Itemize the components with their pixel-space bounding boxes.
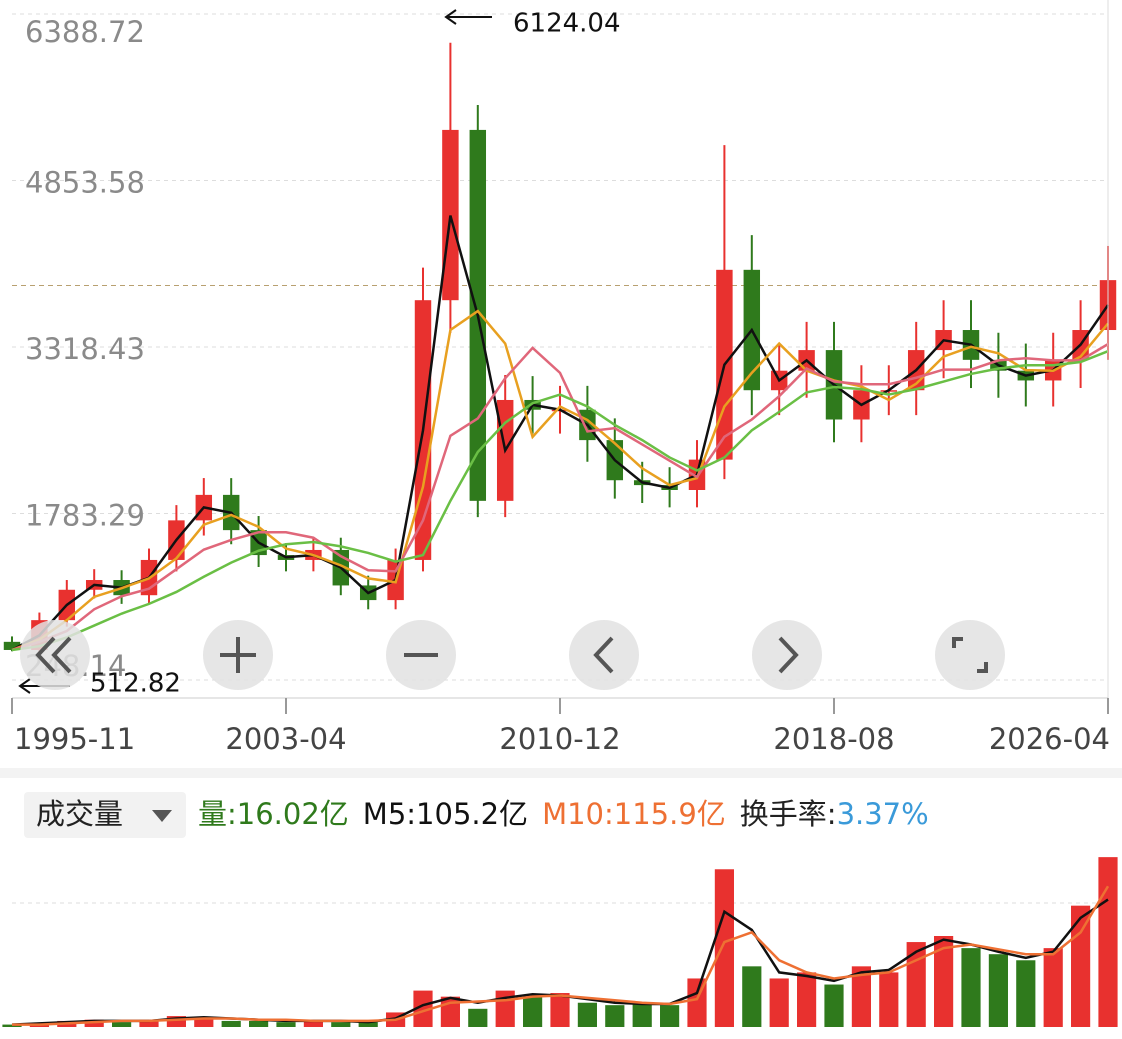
volume-bar (1098, 857, 1118, 1027)
x-tick-label: 2026-04 (989, 722, 1110, 756)
volume-bar (468, 1008, 488, 1027)
volume-bar (797, 972, 817, 1027)
volume-bar (112, 1022, 132, 1027)
candle-body (442, 129, 459, 301)
volume-bar (660, 1005, 680, 1027)
controls (20, 620, 1005, 690)
volume-bar (988, 954, 1008, 1027)
y-tick-label: 1783.29 (25, 498, 145, 532)
selector-label[interactable]: 成交量 (36, 797, 123, 831)
min-label: 512.82 (90, 669, 181, 699)
prev-button[interactable] (569, 620, 639, 690)
legend-entry: 3.37% (837, 797, 929, 831)
x-tick-label: 1995-11 (14, 722, 135, 756)
volume-bar (961, 948, 981, 1027)
volume-bar (742, 966, 762, 1027)
volume-bar (879, 972, 899, 1027)
volume-bar (1016, 960, 1036, 1027)
next-button[interactable] (752, 620, 822, 690)
volume-panel (2, 857, 1118, 1027)
y-tick-label: 4853.58 (25, 165, 145, 199)
volume-bar (166, 1016, 186, 1027)
volume-legend: 量:16.02亿 M5:105.2亿 M10:115.9亿 换手率:3.37% (198, 797, 929, 831)
x-tick-label: 2010-12 (499, 722, 620, 756)
volume-bar (139, 1019, 159, 1027)
volume-bar (249, 1020, 269, 1027)
y-tick-label: 3318.43 (25, 332, 145, 366)
max-label: 6124.04 (513, 9, 621, 39)
x-tick-label: 2018-08 (773, 722, 894, 756)
volume-bar (714, 869, 734, 1027)
legend-entry: 换手率: (740, 797, 837, 831)
volume-bar (824, 984, 844, 1027)
separator (0, 768, 1122, 778)
candle-body (3, 641, 21, 650)
volume-bar (550, 993, 570, 1027)
zoom-in-button[interactable] (203, 620, 273, 690)
zoom-out-button[interactable] (386, 620, 456, 690)
volume-bar (413, 990, 433, 1027)
volume-bar (358, 1022, 378, 1027)
volume-bar (523, 996, 543, 1027)
volume-bar (851, 966, 871, 1027)
legend-entry: M5:105.2亿 (363, 797, 528, 831)
legend-entry: 量:16.02亿 (198, 797, 349, 831)
volume-bar (769, 978, 789, 1027)
volume-selector[interactable]: 成交量 (24, 792, 186, 838)
volume-bar (303, 1020, 323, 1027)
volume-bar (934, 936, 954, 1027)
fullscreen-button[interactable] (935, 620, 1005, 690)
volume-bar (221, 1020, 241, 1027)
volume-bar (632, 1002, 652, 1027)
volume-bar (1043, 948, 1063, 1027)
volume-bar (276, 1022, 296, 1027)
volume-bar (605, 1005, 625, 1027)
max-arrow-head (444, 9, 457, 25)
volume-bar (331, 1022, 351, 1027)
volume-ma-line (12, 885, 1110, 1026)
ma-line (11, 343, 1109, 652)
x-tick-label: 2003-04 (225, 722, 346, 756)
legend-entry: M10:115.9亿 (542, 797, 726, 831)
ma-line (11, 215, 1110, 652)
min-arrow-head (18, 678, 31, 694)
y-tick-label: 6388.72 (25, 15, 145, 49)
rewind-button[interactable] (20, 620, 90, 690)
volume-bar (577, 1002, 597, 1027)
volume-bar (194, 1017, 214, 1027)
ma-line (11, 350, 1109, 652)
volume-bar (1071, 905, 1091, 1027)
